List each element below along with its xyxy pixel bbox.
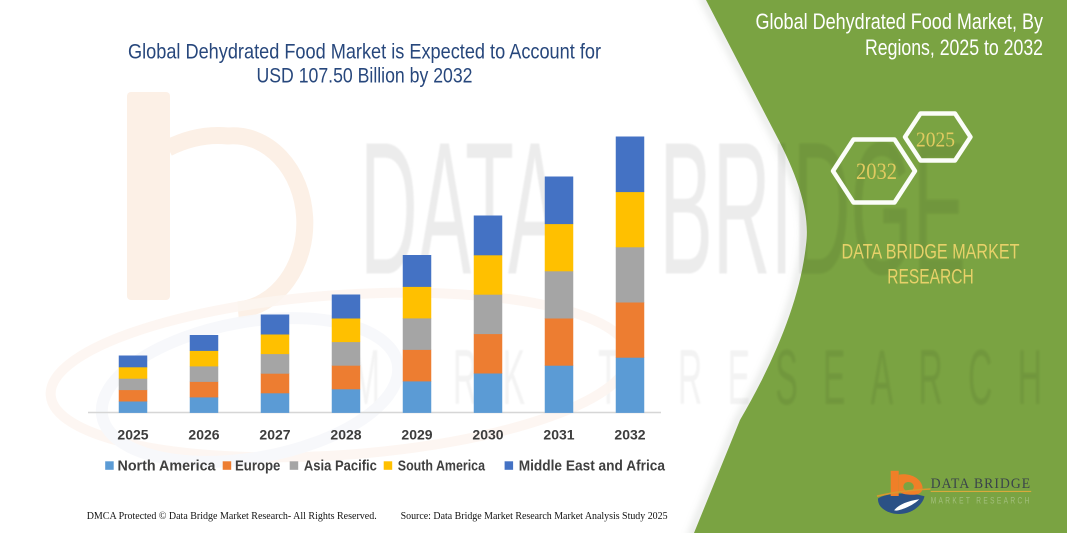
svg-text:MARKET RESEARCH: MARKET RESEARCH xyxy=(931,496,1032,507)
svg-text:2028: 2028 xyxy=(330,427,361,443)
svg-text:2026: 2026 xyxy=(188,427,219,443)
svg-text:Global Dehydrated Food Market,: Global Dehydrated Food Market, By xyxy=(756,9,1044,34)
svg-text:USD 107.50 Billion by 2032: USD 107.50 Billion by 2032 xyxy=(257,64,473,87)
svg-text:North America: North America xyxy=(118,458,217,475)
svg-text:2027: 2027 xyxy=(259,427,290,443)
svg-text:2032: 2032 xyxy=(614,427,645,443)
svg-text:2031: 2031 xyxy=(543,427,574,443)
svg-text:2025: 2025 xyxy=(117,427,148,443)
svg-text:Middle East and Africa: Middle East and Africa xyxy=(519,458,666,475)
svg-text:DMCA Protected © Data Bridge M: DMCA Protected © Data Bridge Market Rese… xyxy=(87,511,377,522)
svg-text:2029: 2029 xyxy=(401,427,432,443)
svg-text:2032: 2032 xyxy=(856,159,897,185)
svg-text:2025: 2025 xyxy=(916,129,955,152)
svg-text:Source: Data Bridge Market Res: Source: Data Bridge Market Research Mark… xyxy=(401,511,668,522)
svg-text:RESEARCH: RESEARCH xyxy=(887,266,973,289)
svg-text:Asia Pacific: Asia Pacific xyxy=(304,458,377,475)
svg-text:Regions, 2025 to 2032: Regions, 2025 to 2032 xyxy=(865,35,1043,60)
svg-text:DATA BRIDGE MARKET: DATA BRIDGE MARKET xyxy=(842,241,1020,264)
svg-text:DATA BRIDGE: DATA BRIDGE xyxy=(931,475,1031,492)
svg-text:Global Dehydrated Food Market: Global Dehydrated Food Market is Expecte… xyxy=(128,41,601,64)
svg-text:South America: South America xyxy=(398,458,486,475)
svg-text:2030: 2030 xyxy=(472,427,503,443)
svg-text:Europe: Europe xyxy=(235,458,280,475)
